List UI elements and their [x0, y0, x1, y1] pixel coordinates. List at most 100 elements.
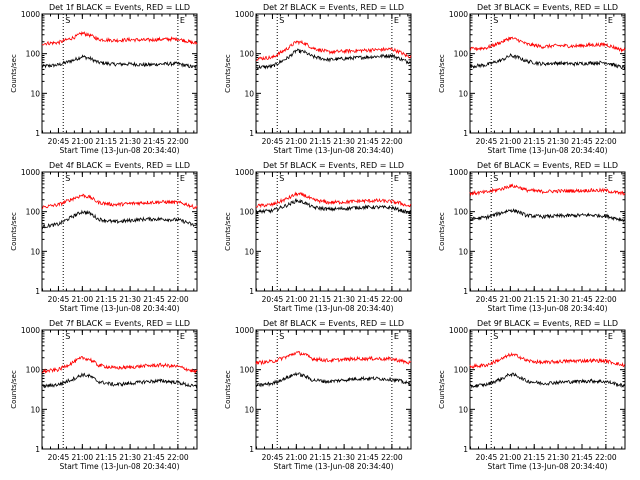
- x-tick-label: 20:45: [476, 295, 498, 304]
- plot-frame: [41, 329, 198, 450]
- panel-title: Det 1f BLACK = Events, RED = LLD: [49, 3, 190, 12]
- x-tick-label: 21:45: [357, 453, 379, 462]
- plot-frame: [255, 171, 412, 292]
- events-line: [41, 209, 198, 230]
- x-tick-label: 21:15: [95, 453, 117, 462]
- x-tick-label: 21:30: [547, 295, 569, 304]
- x-tick-label: 22:00: [381, 137, 403, 146]
- plot-frame: [255, 329, 412, 450]
- x-tick-label: 21:30: [119, 137, 141, 146]
- end-marker-label: E: [608, 332, 613, 341]
- y-tick-label: 100: [26, 208, 41, 217]
- start-marker-label: S: [279, 16, 284, 25]
- end-marker-label: E: [180, 16, 185, 25]
- x-tick-label: 22:00: [595, 137, 617, 146]
- x-tick-label: 21:00: [286, 295, 308, 304]
- panel-8: Det 8f BLACK = Events, RED = LLD 1 10 100 10…: [224, 319, 412, 471]
- y-tick-label: 1: [249, 287, 254, 296]
- panel-2: Det 2f BLACK = Events, RED = LLD 1 10 100 10…: [224, 3, 412, 155]
- x-tick-label: 21:15: [309, 137, 331, 146]
- x-tick-label: 21:15: [523, 295, 545, 304]
- y-tick-label: 1000: [449, 168, 468, 177]
- x-tick-label: 21:15: [309, 453, 331, 462]
- x-tick-label: 21:45: [357, 295, 379, 304]
- x-tick-label: 21:45: [143, 295, 165, 304]
- panel-6: Det 6f BLACK = Events, RED = LLD 1 10 100 10…: [438, 161, 626, 313]
- end-marker-label: E: [394, 174, 399, 183]
- start-marker-label: S: [65, 332, 70, 341]
- plot-frame: [41, 171, 198, 292]
- x-tick-label: 22:00: [167, 295, 189, 304]
- y-tick-label: 100: [454, 208, 469, 217]
- x-tick-label: 20:45: [48, 137, 70, 146]
- x-tick-label: 22:00: [167, 453, 189, 462]
- panel-title: Det 8f BLACK = Events, RED = LLD: [263, 319, 404, 328]
- x-tick-label: 21:00: [500, 295, 522, 304]
- y-tick-label: 1000: [21, 326, 40, 335]
- panel-7: Det 7f BLACK = Events, RED = LLD 1 10 100 10…: [10, 319, 198, 471]
- x-tick-label: 20:45: [476, 453, 498, 462]
- lld-line: [256, 39, 412, 61]
- plot-frame: [469, 13, 626, 134]
- x-tick-label: 22:00: [595, 295, 617, 304]
- x-tick-label: 21:30: [333, 295, 355, 304]
- y-tick-label: 100: [240, 366, 255, 375]
- y-tick-label: 100: [240, 50, 255, 59]
- y-axis-label: Counts/sec: [438, 54, 446, 93]
- x-tick-label: 21:00: [286, 137, 308, 146]
- plot-frame: [255, 13, 412, 134]
- x-tick-label: 21:30: [119, 453, 141, 462]
- x-tick-label: 21:00: [500, 453, 522, 462]
- x-axis-label: Start Time (13-Jun-08 20:34:40): [274, 462, 394, 471]
- x-tick-label: 21:30: [547, 137, 569, 146]
- x-axis-label: Start Time (13-Jun-08 20:34:40): [488, 304, 608, 313]
- y-tick-label: 1: [463, 445, 468, 454]
- y-tick-label: 1000: [21, 168, 40, 177]
- y-tick-label: 10: [244, 247, 254, 256]
- panel-1: Det 1f BLACK = Events, RED = LLD 1 10 100 10…: [10, 3, 198, 155]
- x-tick-label: 20:45: [262, 295, 284, 304]
- y-axis-label: Counts/sec: [224, 370, 232, 409]
- events-line: [41, 54, 198, 70]
- y-tick-label: 1000: [235, 10, 254, 19]
- end-marker-label: E: [394, 16, 399, 25]
- y-tick-label: 1000: [235, 326, 254, 335]
- y-tick-label: 1: [463, 129, 468, 138]
- y-tick-label: 10: [458, 247, 468, 256]
- y-axis-label: Counts/sec: [10, 54, 18, 93]
- y-tick-label: 1: [249, 445, 254, 454]
- start-marker-label: S: [493, 332, 498, 341]
- end-marker-label: E: [180, 174, 185, 183]
- panel-title: Det 9f BLACK = Events, RED = LLD: [477, 319, 618, 328]
- panel-title: Det 6f BLACK = Events, RED = LLD: [477, 161, 618, 170]
- y-tick-label: 1: [249, 129, 254, 138]
- x-axis-label: Start Time (13-Jun-08 20:34:40): [488, 462, 608, 471]
- start-marker-label: S: [65, 16, 70, 25]
- y-tick-label: 100: [26, 50, 41, 59]
- x-tick-label: 21:00: [286, 453, 308, 462]
- x-tick-label: 22:00: [381, 295, 403, 304]
- x-tick-label: 21:00: [72, 453, 94, 462]
- panel-4: Det 4f BLACK = Events, RED = LLD 1 10 100 10…: [10, 161, 198, 313]
- y-tick-label: 1000: [449, 10, 468, 19]
- lld-line: [469, 183, 626, 197]
- x-axis-label: Start Time (13-Jun-08 20:34:40): [60, 146, 180, 155]
- events-line: [255, 371, 412, 388]
- y-tick-label: 10: [30, 247, 40, 256]
- panel-9: Det 9f BLACK = Events, RED = LLD 1 10 100 10…: [438, 319, 626, 471]
- panel-3: Det 3f BLACK = Events, RED = LLD 1 10 100 10…: [438, 3, 626, 155]
- x-tick-label: 21:45: [143, 453, 165, 462]
- x-tick-label: 20:45: [262, 137, 284, 146]
- x-tick-label: 20:45: [48, 453, 70, 462]
- y-tick-label: 10: [458, 89, 468, 98]
- y-tick-label: 1: [463, 287, 468, 296]
- x-tick-label: 21:45: [571, 295, 593, 304]
- panel-title: Det 5f BLACK = Events, RED = LLD: [263, 161, 404, 170]
- y-axis-label: Counts/sec: [438, 212, 446, 251]
- y-tick-label: 1: [35, 287, 40, 296]
- plot-frame: [469, 171, 626, 292]
- x-tick-label: 20:45: [476, 137, 498, 146]
- start-marker-label: S: [65, 174, 70, 183]
